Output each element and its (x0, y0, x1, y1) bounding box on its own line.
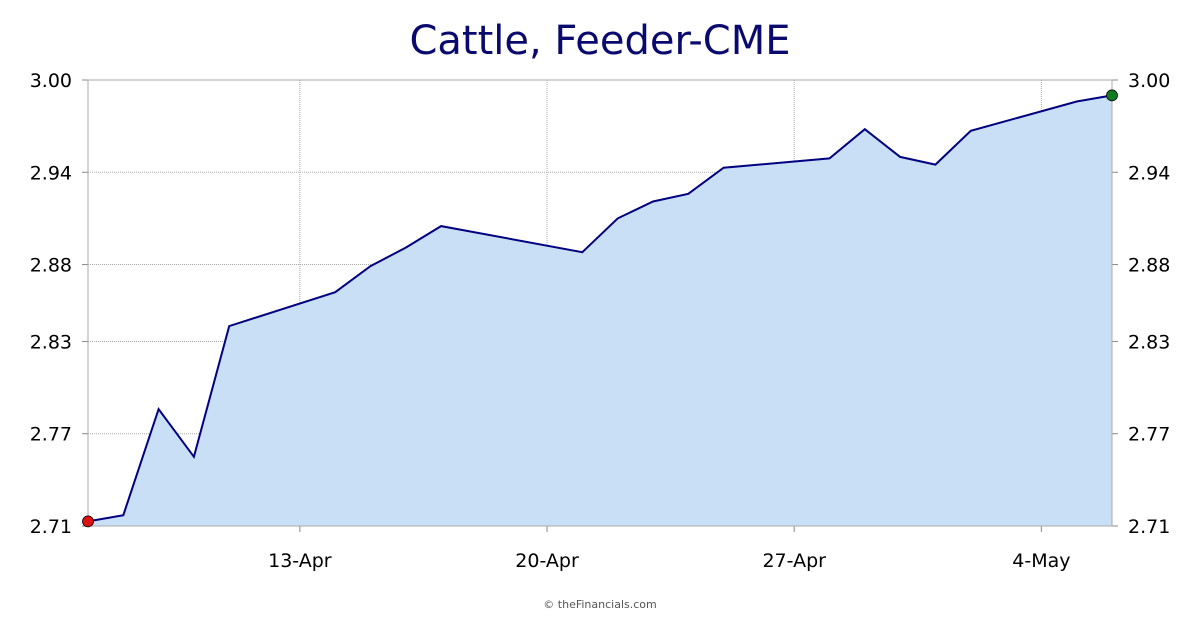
end-point-marker (1106, 89, 1118, 102)
x-tick-label: 4-May (1012, 550, 1070, 572)
y-tick-label-left: 2.77 (30, 424, 72, 446)
plot-frame (87, 79, 1113, 527)
start-point-marker (82, 515, 94, 528)
y-tick-label-left: 2.71 (30, 516, 72, 538)
y-tick-label-right: 2.83 (1128, 331, 1170, 353)
y-axis-left: 2.71 2.77 2.83 2.88 2.94 3.00 (30, 70, 72, 538)
y-tick-label-left: 3.00 (30, 70, 72, 92)
y-tick-label-right: 2.94 (1128, 162, 1170, 184)
x-tick-label: 13-Apr (268, 550, 332, 572)
y-tick-label-left: 2.88 (30, 255, 72, 277)
y-axis-right: 2.71 2.77 2.83 2.88 2.94 3.00 (1128, 70, 1170, 538)
x-axis: 13-Apr 20-Apr 27-Apr 4-May (268, 550, 1070, 572)
y-tick-label-left: 2.94 (30, 162, 72, 184)
y-tick-label-right: 2.77 (1128, 424, 1170, 446)
chart-title: Cattle, Feeder-CME (409, 18, 791, 64)
area-fill (88, 95, 1112, 527)
y-tick-label-left: 2.83 (30, 331, 72, 353)
y-tick-label-right: 3.00 (1128, 70, 1170, 92)
x-tick-label: 20-Apr (515, 550, 579, 572)
credit-text: © theFinancials.com (543, 598, 657, 611)
price-line (87, 94, 1113, 523)
y-tick-label-right: 2.88 (1128, 255, 1170, 277)
y-tick-label-right: 2.71 (1128, 516, 1170, 538)
endpoint-markers (82, 89, 1118, 528)
x-tick-label: 27-Apr (762, 550, 826, 572)
